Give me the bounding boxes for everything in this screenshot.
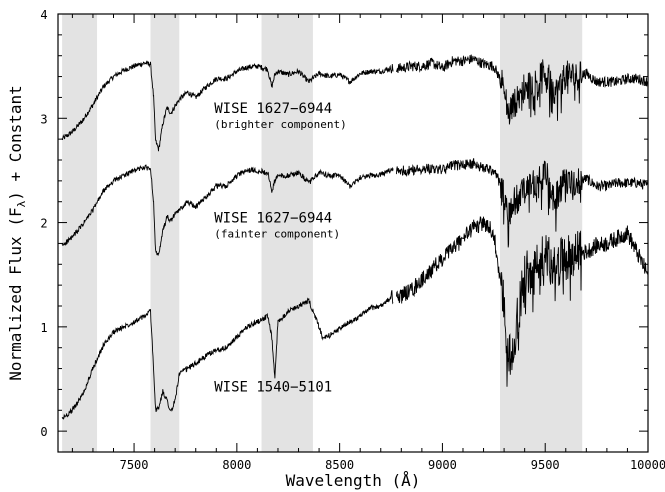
x-tick-label: 9500 [531,458,560,472]
spectrum-label-2: WISE 1540−5101 [214,380,332,396]
spectrum-label-1: WISE 1627−6944 [214,211,332,227]
y-tick-label: 4 [40,8,47,22]
shaded-bands [62,14,583,452]
y-tick-label: 1 [40,321,47,335]
spectrum-line-2 [61,216,649,420]
spectrum-sublabel-0: (brighter component) [214,118,346,131]
y-axis-title: Normalized Flux (Fλ) + Constant [6,85,28,381]
spectrum-sublabel-1: (fainter component) [214,228,340,241]
shaded-band-1 [150,14,180,452]
y-tick-label: 0 [40,425,47,439]
shaded-band-3 [499,14,583,452]
spectral-series [61,54,649,420]
spectrum-annotations: WISE 1627−6944(brighter component)WISE 1… [214,101,346,395]
y-tick-label: 3 [40,112,47,126]
x-tick-label: 9000 [428,458,457,472]
spectrum-line-1 [61,158,648,256]
spectrum-line-0 [61,54,649,152]
plot-frame [57,13,649,453]
shaded-band-0 [62,14,98,452]
shaded-band-2 [261,14,313,452]
x-tick-label: 7500 [120,458,149,472]
x-tick-label: 10000 [630,458,665,472]
x-tick-label: 8000 [222,458,251,472]
x-axis-title: Wavelength (Å) [286,471,421,490]
spectrum-label-0: WISE 1627−6944 [214,101,332,117]
y-tick-label: 2 [40,217,47,231]
x-tick-label: 8500 [325,458,354,472]
